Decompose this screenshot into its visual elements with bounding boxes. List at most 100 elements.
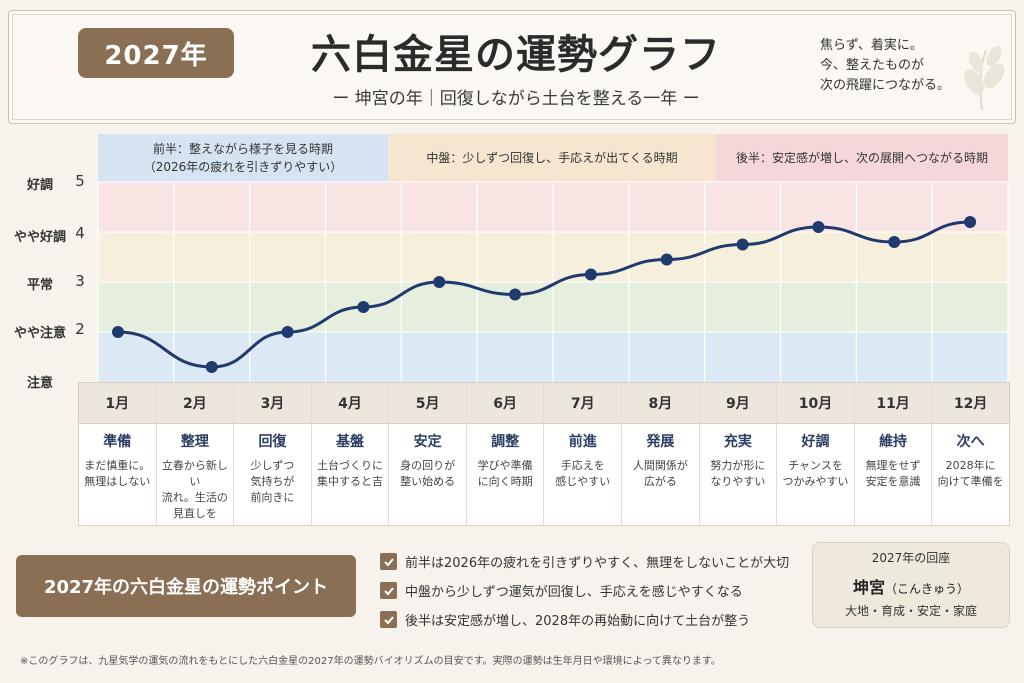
- month-label: 2月: [156, 383, 234, 424]
- month-column: 11月維持無理をせず 安定を意識: [854, 383, 933, 525]
- month-description: 立春から新しい 流れ。生活の 見直しを: [161, 459, 228, 520]
- month-description: 無理をせず 安定を意識: [865, 459, 921, 488]
- phase-middle: 中盤：少しずつ回復し、手応えが出てくる時期: [388, 134, 716, 182]
- motto: 焦らず、着実に。 今、整えたものが 次の飛躍につながる。: [820, 36, 970, 96]
- month-column: 7月 前進 手応えを 感じやすい: [544, 383, 623, 525]
- month-description: 少しずつ 気持ちが 前向きに: [250, 459, 295, 504]
- month-column: 12月次へ 2028年に 向けて準備を: [932, 383, 1009, 525]
- month-column: 6月調整学びや準備 に向く時期: [466, 383, 545, 525]
- points-banner: 2027年の六白金星の運勢ポイント: [16, 555, 356, 617]
- palace-name-text: 坤宮: [852, 578, 885, 597]
- month-column: 10月好調チャンスを つかみやすい: [777, 383, 855, 525]
- data-point: [660, 253, 673, 266]
- month-label: 1月: [79, 383, 156, 424]
- point-item: 前半は2026年の疲れを引きずりやすく、無理をしないことが大切: [380, 547, 810, 576]
- month-description: まだ慎重に。 無理はしない: [84, 459, 151, 488]
- month-table: 1月 準備 まだ慎重に。 無理はしない 2月 整理 立春から新しい 流れ。生活の 見直しを…: [78, 382, 1010, 526]
- footnote: ※このグラフは、九星気学の運気の流れをもとにした六白金星の2027年の運勢バイオ…: [20, 656, 721, 667]
- point-text: 中盤から少しずつ運気が回復し、手応えを感じやすくなる: [405, 585, 743, 600]
- palace-box: 2027年の回座 坤宮（こんきゅう） 大地・育成・安定・家庭: [812, 542, 1010, 628]
- month-description: 学びや準備 に向く時期: [477, 459, 533, 488]
- month-description: 人間関係が 広がる: [632, 459, 688, 488]
- y-level-name: 注意: [26, 376, 53, 391]
- month-keyword: 次へ: [956, 434, 985, 450]
- data-point: [964, 216, 977, 228]
- month-keyword: 安定: [413, 434, 442, 450]
- check-icon: [380, 582, 397, 599]
- month-description: 身の回りが 整い始める: [400, 459, 456, 488]
- month-column: 5月安定身の回りが 整い始める: [389, 383, 467, 525]
- y-level-name: やや注意: [13, 326, 66, 341]
- year-badge: 2027年: [78, 28, 234, 78]
- y-level-name: やや好調: [13, 230, 66, 245]
- month-keyword: 充実: [723, 434, 752, 450]
- data-point: [433, 276, 446, 288]
- month-column: 1月準備まだ慎重に。 無理はしない: [79, 383, 157, 525]
- data-point: [509, 288, 522, 301]
- palace-name: 坤宮（こんきゅう）: [813, 574, 1009, 598]
- month-keyword: 準備: [103, 434, 132, 450]
- month-label: 7月: [544, 383, 622, 424]
- month-keyword: 整理: [180, 434, 209, 450]
- month-keyword: 調整: [491, 434, 520, 450]
- month-column: 9月充実努力が形に なりやすい: [699, 383, 778, 525]
- y-level-name: 好調: [26, 178, 53, 193]
- data-point: [205, 361, 218, 373]
- data-point: [812, 221, 825, 233]
- page-subtitle: ー 坤宮の年｜回復しながら土台を整える一年 ー: [332, 89, 700, 109]
- month-column: 2月整理立春から新しい 流れ。生活の 見直しを: [156, 383, 235, 525]
- point-item: 後半は安定感が増し、2028年の再始動に向けて土台が整う: [380, 605, 810, 634]
- motto-line: 次の飛躍につながる。: [820, 78, 951, 93]
- phase-late: 後半：安定感が増し、次の展開へつながる時期: [716, 134, 1008, 182]
- phase-late-title: 後半：安定感が増し、次の展開へつながる時期: [735, 151, 988, 165]
- data-point: [281, 326, 294, 338]
- month-label: 6月: [466, 383, 544, 424]
- month-label: 5月: [389, 383, 466, 424]
- data-point: [888, 236, 901, 248]
- chart-area: 前半：整えながら様子を見る時期 （2026年の疲れを引きずりやすい） 中盤：少し…: [0, 134, 1024, 524]
- motto-line: 焦らず、着実に。: [820, 38, 923, 53]
- month-column: 4月 基盤 土台づくりに 集中すると吉: [311, 383, 390, 525]
- y-level-name: 平常: [26, 278, 53, 293]
- month-description: チャンスを つかみやすい: [782, 459, 849, 488]
- data-point: [584, 268, 597, 281]
- month-label: 4月: [311, 383, 389, 424]
- point-text: 後半は安定感が増し、2028年の再始動に向けて土台が整う: [405, 614, 751, 629]
- points-list: 前半は2026年の疲れを引きずりやすく、無理をしないことが大切 中盤から少しずつ…: [380, 547, 810, 634]
- data-point: [736, 238, 749, 251]
- month-keyword: 前進: [568, 434, 597, 450]
- y-tick-label: 5: [75, 172, 85, 190]
- month-keyword: 回復: [258, 434, 287, 450]
- page-title: 六白金星の運勢グラフ: [311, 31, 721, 78]
- month-label: 8月: [622, 383, 699, 424]
- month-keyword: 発展: [646, 434, 675, 450]
- month-description: 2028年に 向けて準備を: [937, 459, 1004, 488]
- month-description: 努力が形に なりやすい: [710, 459, 766, 488]
- y-tick-label: 4: [75, 224, 85, 242]
- data-point: [357, 301, 370, 313]
- phase-early-title: 前半：整えながら様子を見る時期: [152, 142, 333, 156]
- phase-early: 前半：整えながら様子を見る時期 （2026年の疲れを引きずりやすい）: [98, 134, 388, 182]
- palace-keywords: 大地・育成・安定・家庭: [844, 604, 977, 618]
- month-keyword: 基盤: [336, 434, 365, 450]
- month-label: 3月: [234, 383, 311, 424]
- month-label: 12月: [932, 383, 1009, 424]
- month-keyword: 好調: [801, 434, 830, 450]
- y-tick-label: 2: [75, 320, 85, 338]
- palace-title: 2027年の回座: [871, 551, 951, 565]
- month-keyword: 維持: [879, 434, 908, 450]
- point-item: 中盤から少しずつ運気が回復し、手応えを感じやすくなる: [380, 576, 810, 605]
- check-icon: [380, 611, 397, 628]
- phase-middle-title: 中盤：少しずつ回復し、手応えが出てくる時期: [426, 151, 678, 165]
- check-icon: [380, 553, 397, 570]
- motto-line: 今、整えたものが: [820, 58, 925, 73]
- month-label: 10月: [777, 383, 854, 424]
- leaf-icon: [964, 46, 1005, 111]
- y-tick-label: 3: [75, 272, 85, 290]
- header-inner-frame: [12, 14, 1012, 120]
- phase-early-note: （2026年の疲れを引きずりやすい）: [143, 160, 343, 174]
- line-chart: [97, 181, 1009, 382]
- month-label: 11月: [854, 383, 932, 424]
- point-text: 前半は2026年の疲れを引きずりやすく、無理をしないことが大切: [405, 556, 790, 571]
- month-label: 9月: [699, 383, 777, 424]
